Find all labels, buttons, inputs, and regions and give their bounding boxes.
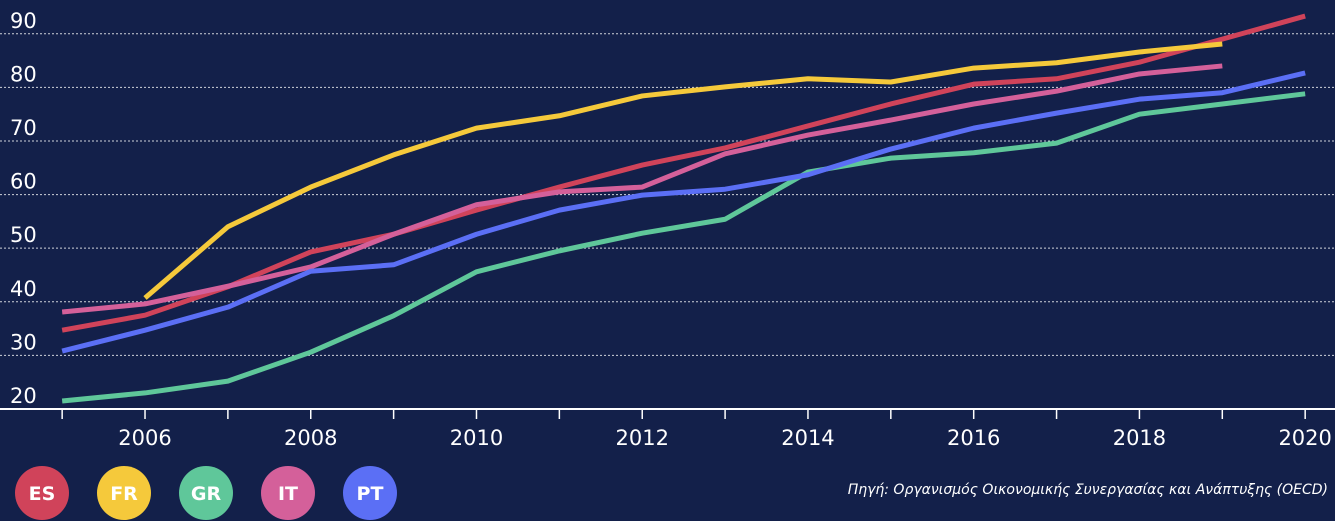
y-tick-label: 70 (10, 116, 37, 140)
x-tick-label: 2014 (781, 426, 834, 450)
y-tick-label: 20 (10, 384, 37, 408)
series-line (143, 41, 1223, 300)
x-tick-label: 2012 (615, 426, 668, 450)
x-tick-label: 2006 (118, 426, 171, 450)
x-tick-label: 2010 (450, 426, 503, 450)
series-line (61, 13, 1306, 333)
series-line (61, 63, 1223, 315)
legend-swatch (261, 466, 315, 520)
legend-text: ES (29, 483, 56, 505)
series-line (61, 70, 1306, 354)
legend-text: IT (278, 483, 298, 505)
legend-text: GR (191, 483, 222, 505)
x-tick-label: 2016 (947, 426, 1000, 450)
y-tick-label: 60 (10, 170, 37, 194)
legend-swatch (343, 466, 397, 520)
y-tick-label: 50 (10, 223, 37, 247)
y-tick-label: 80 (10, 62, 37, 86)
legend-swatch (97, 466, 151, 520)
legend-swatch (15, 466, 69, 520)
legend-text: FR (110, 483, 138, 505)
legend-text: PT (357, 483, 384, 505)
x-tick-label: 2008 (284, 426, 337, 450)
x-tick-label: 2020 (1278, 426, 1331, 450)
source: Πηγή: Οργανισμός Οικονομικής Συνεργασίας… (848, 482, 1328, 498)
y-tick-label: 30 (10, 330, 37, 354)
y-tick-label: 90 (10, 9, 37, 33)
y-tick-label: 40 (10, 277, 37, 301)
series-line (61, 91, 1306, 404)
legend-swatch (179, 466, 233, 520)
x-tick-label: 2018 (1113, 426, 1166, 450)
